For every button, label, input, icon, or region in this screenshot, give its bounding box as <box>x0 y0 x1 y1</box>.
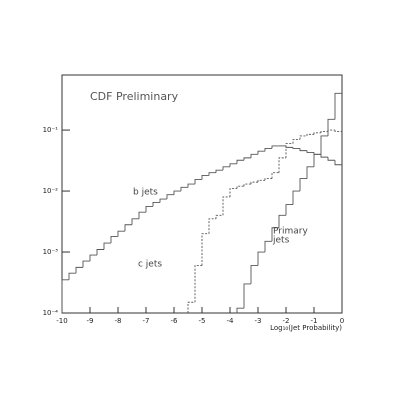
hist-step <box>257 251 265 266</box>
hist-step <box>327 157 335 161</box>
hist-step <box>299 178 307 192</box>
hist-step <box>201 175 209 180</box>
hist-step <box>215 169 223 173</box>
chart-title: CDF Preliminary <box>90 90 179 103</box>
hist-step <box>334 92 342 120</box>
hist-step <box>271 227 279 242</box>
hist-step <box>75 266 83 274</box>
hist-step <box>264 147 272 152</box>
hist-step <box>250 153 258 158</box>
hist-step <box>285 145 293 148</box>
hist-step <box>299 148 307 152</box>
hist-step <box>89 254 97 262</box>
hist-step <box>292 147 300 149</box>
hist-step <box>194 265 202 303</box>
hist-step <box>278 157 286 173</box>
hist-step <box>313 132 321 135</box>
hist-step <box>222 196 230 216</box>
hist-step <box>285 143 293 158</box>
hist-step <box>68 272 76 280</box>
hist-step <box>306 166 314 179</box>
hist-step <box>187 301 195 313</box>
hist-step <box>334 160 342 166</box>
hist-step <box>187 183 195 188</box>
hist-step <box>236 185 244 189</box>
x-tick-label: -7 <box>143 317 150 325</box>
hist-step <box>138 211 146 219</box>
hist-step <box>215 214 223 219</box>
hist-step <box>306 133 314 136</box>
hist-step <box>208 218 216 234</box>
annotation: jets <box>272 236 290 246</box>
x-tick-label: -8 <box>115 317 122 325</box>
hist-step <box>257 150 265 155</box>
hist-step <box>180 186 188 192</box>
hist-step <box>229 163 237 167</box>
hist-step <box>320 154 328 158</box>
hist-step <box>306 150 314 153</box>
hist-step <box>194 178 202 185</box>
hist-step <box>145 205 153 213</box>
hist-step <box>292 139 300 144</box>
annotation: Primary <box>273 227 308 237</box>
hist-step <box>250 181 258 185</box>
hist-step <box>271 172 279 179</box>
hist-step <box>131 218 139 225</box>
annotation: b jets <box>133 188 158 198</box>
annotation: c jets <box>138 260 162 270</box>
x-tick-label: -10 <box>56 317 67 325</box>
x-tick-label: 0 <box>340 317 344 325</box>
x-axis-label: Log₁₀(Jet Probability) <box>270 324 342 332</box>
hist-step <box>82 260 90 268</box>
hist-step <box>166 194 174 200</box>
hist-step <box>110 236 118 244</box>
x-tick-label: -4 <box>227 317 235 325</box>
x-tick-label: -9 <box>87 317 94 325</box>
x-tick-label: -3 <box>255 317 262 325</box>
hist-step <box>320 135 328 155</box>
hist-step <box>208 172 216 176</box>
hist-step <box>96 249 104 256</box>
hist-step <box>243 183 251 187</box>
x-tick-label: -1 <box>311 317 318 325</box>
hist-step <box>152 202 160 207</box>
y-tick-label: 10⁻² <box>43 187 59 195</box>
hist-step <box>117 230 125 237</box>
hist-step <box>264 178 272 181</box>
x-tick-label: -2 <box>283 317 290 325</box>
hist-step <box>313 153 321 167</box>
hist-step <box>243 283 251 309</box>
hist-step <box>285 204 293 216</box>
hist-step <box>278 214 286 228</box>
plot-frame <box>61 74 343 314</box>
hist-step <box>299 135 307 140</box>
hist-step <box>320 130 328 133</box>
hist-step <box>61 279 69 313</box>
hist-step <box>250 265 258 284</box>
hist-step <box>229 188 237 197</box>
y-tick-label: 10⁻⁴ <box>43 309 59 317</box>
hist-step <box>222 166 230 171</box>
hist-step <box>201 233 209 266</box>
hist-step <box>292 190 300 205</box>
hist-step <box>103 242 111 250</box>
hist-step <box>334 130 342 132</box>
hist-step <box>236 307 244 313</box>
hist-step <box>327 129 335 132</box>
hist-step <box>327 118 335 136</box>
hist-step <box>243 157 251 161</box>
hist-step <box>173 190 181 195</box>
hist-step <box>257 179 265 183</box>
hist-step <box>271 145 279 149</box>
x-tick-label: -6 <box>171 317 179 325</box>
hist-step <box>264 240 272 253</box>
hist-step <box>236 159 244 164</box>
y-tick-label: 10⁻³ <box>43 248 59 256</box>
y-tick-label: 10⁻¹ <box>43 126 59 134</box>
x-tick-label: -5 <box>199 317 206 325</box>
hist-step <box>124 224 132 232</box>
hist-step <box>159 198 167 203</box>
